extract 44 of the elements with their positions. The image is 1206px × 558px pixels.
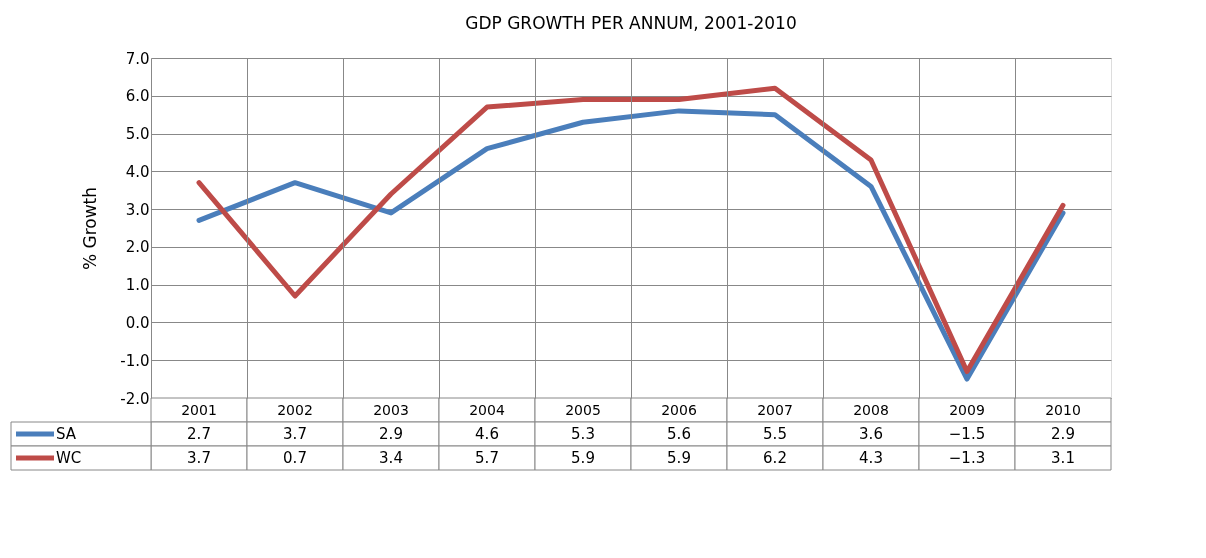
data-label: 2.9 — [1051, 425, 1075, 443]
data-label: 5.6 — [667, 425, 691, 443]
data-label: 5.9 — [667, 449, 691, 467]
x-tick-label: 2005 — [565, 401, 601, 418]
x-tick-label: 2004 — [469, 401, 505, 418]
data-label: −1.5 — [948, 425, 986, 443]
y-tick-label: 6.0 — [125, 87, 150, 106]
y-tick-label: 3.0 — [125, 200, 150, 219]
chart-title: GDP GROWTH PER ANNUM, 2001-2010 — [465, 13, 797, 33]
data-label: 5.7 — [475, 449, 499, 467]
data-label: 3.7 — [283, 425, 307, 443]
data-label: −1.3 — [948, 449, 986, 467]
y-tick-label: 1.0 — [125, 276, 150, 295]
x-tick-label: 2001 — [181, 401, 217, 418]
y-tick-label: 0.0 — [125, 313, 150, 332]
x-tick-label: 2003 — [373, 401, 409, 418]
x-tick-label: 2007 — [757, 401, 793, 418]
data-label: 0.7 — [283, 449, 307, 467]
x-tick-label: 2008 — [853, 401, 889, 418]
data-label: 2.9 — [379, 425, 403, 443]
y-tick-label: 5.0 — [125, 125, 150, 144]
data-label: 3.6 — [859, 425, 883, 443]
x-tick-label: 2010 — [1045, 401, 1081, 418]
x-tick-label: 2002 — [277, 401, 313, 418]
legend-label: SA — [56, 425, 77, 443]
y-tick-label: -2.0 — [120, 389, 150, 408]
data-label: 2.7 — [187, 425, 211, 443]
data-label: 5.5 — [763, 425, 787, 443]
data-label: 3.7 — [187, 449, 211, 467]
y-tick-label: 4.0 — [125, 162, 150, 181]
data-label: 3.1 — [1051, 449, 1075, 467]
data-label: 4.3 — [859, 449, 883, 467]
x-tick-label: 2009 — [949, 401, 985, 418]
data-label: 6.2 — [763, 449, 787, 467]
data-label: 5.9 — [571, 449, 595, 467]
y-tick-label: 7.0 — [125, 49, 150, 68]
y-tick-label: -1.0 — [120, 351, 150, 370]
data-label: 3.4 — [379, 449, 403, 467]
y-tick-label: 2.0 — [125, 238, 150, 257]
y-axis-title: % Growth — [80, 186, 101, 271]
x-tick-label: 2006 — [661, 401, 697, 418]
data-label: 5.3 — [571, 425, 595, 443]
data-label: 4.6 — [475, 425, 499, 443]
legend-label: WC — [56, 449, 82, 467]
